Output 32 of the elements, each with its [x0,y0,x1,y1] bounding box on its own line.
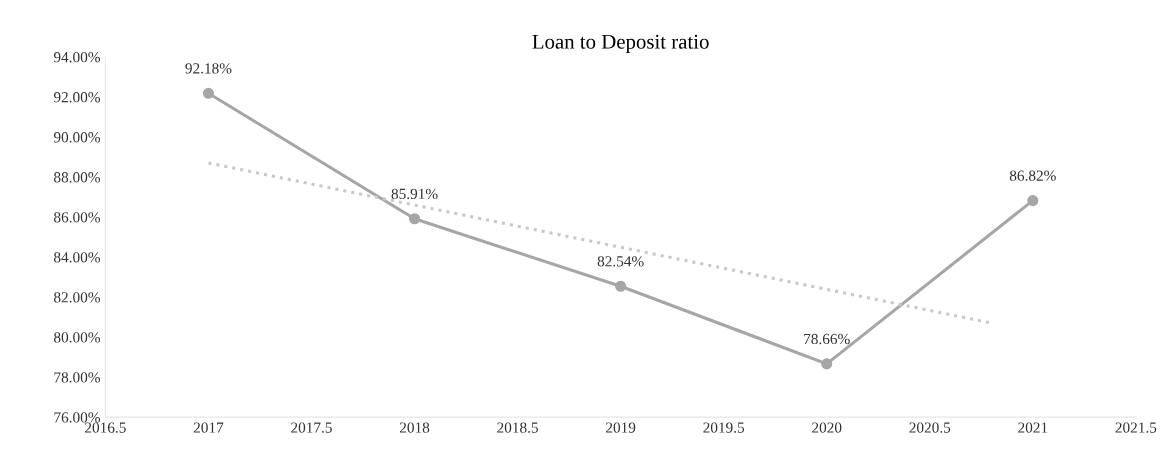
y-tick-label: 86.00% [54,212,101,223]
point [202,87,214,99]
y-tick-label: 80.00% [54,332,101,343]
y-tick-label: 84.00% [54,252,101,263]
y-tick-label: 94.00% [53,52,101,63]
x-tick-label: 2019.5 [703,422,745,433]
y-tick-label: 88.00% [54,172,101,183]
chart-title: Loan to Deposit ratio [532,34,709,53]
data-label: 85.91% [391,188,438,200]
point [615,280,627,292]
point [408,213,421,225]
x-tick-label: 2018 [399,422,430,433]
y-tick-label: 90.00% [53,132,101,143]
y-tick-label: 92.00% [53,92,101,103]
data-label: 92.18% [185,63,232,74]
x-tick-label: 2017 [193,422,224,433]
y-tick-label: 82.00% [54,292,101,303]
y-tick-label: 78.00% [54,372,101,383]
data-label: 86.82% [1009,170,1056,181]
x-tick-label: 2020.5 [909,422,951,433]
x-tick-label: 2017.5 [291,422,332,433]
x-tick-label: 2016.5 [85,422,126,433]
x-tick-label: 2018.5 [497,422,538,433]
x-tick-label: 2021.5 [1115,422,1157,433]
y-tick-label: 76.00% [54,412,101,423]
x-tick-label: 2020 [812,422,842,433]
point [1027,195,1039,207]
data-label: 82.54% [597,256,644,267]
data-label: 78.66% [804,333,850,345]
x-tick-label: 2019 [606,422,636,433]
point [821,358,833,370]
x-tick-label: 2021 [1018,422,1048,433]
